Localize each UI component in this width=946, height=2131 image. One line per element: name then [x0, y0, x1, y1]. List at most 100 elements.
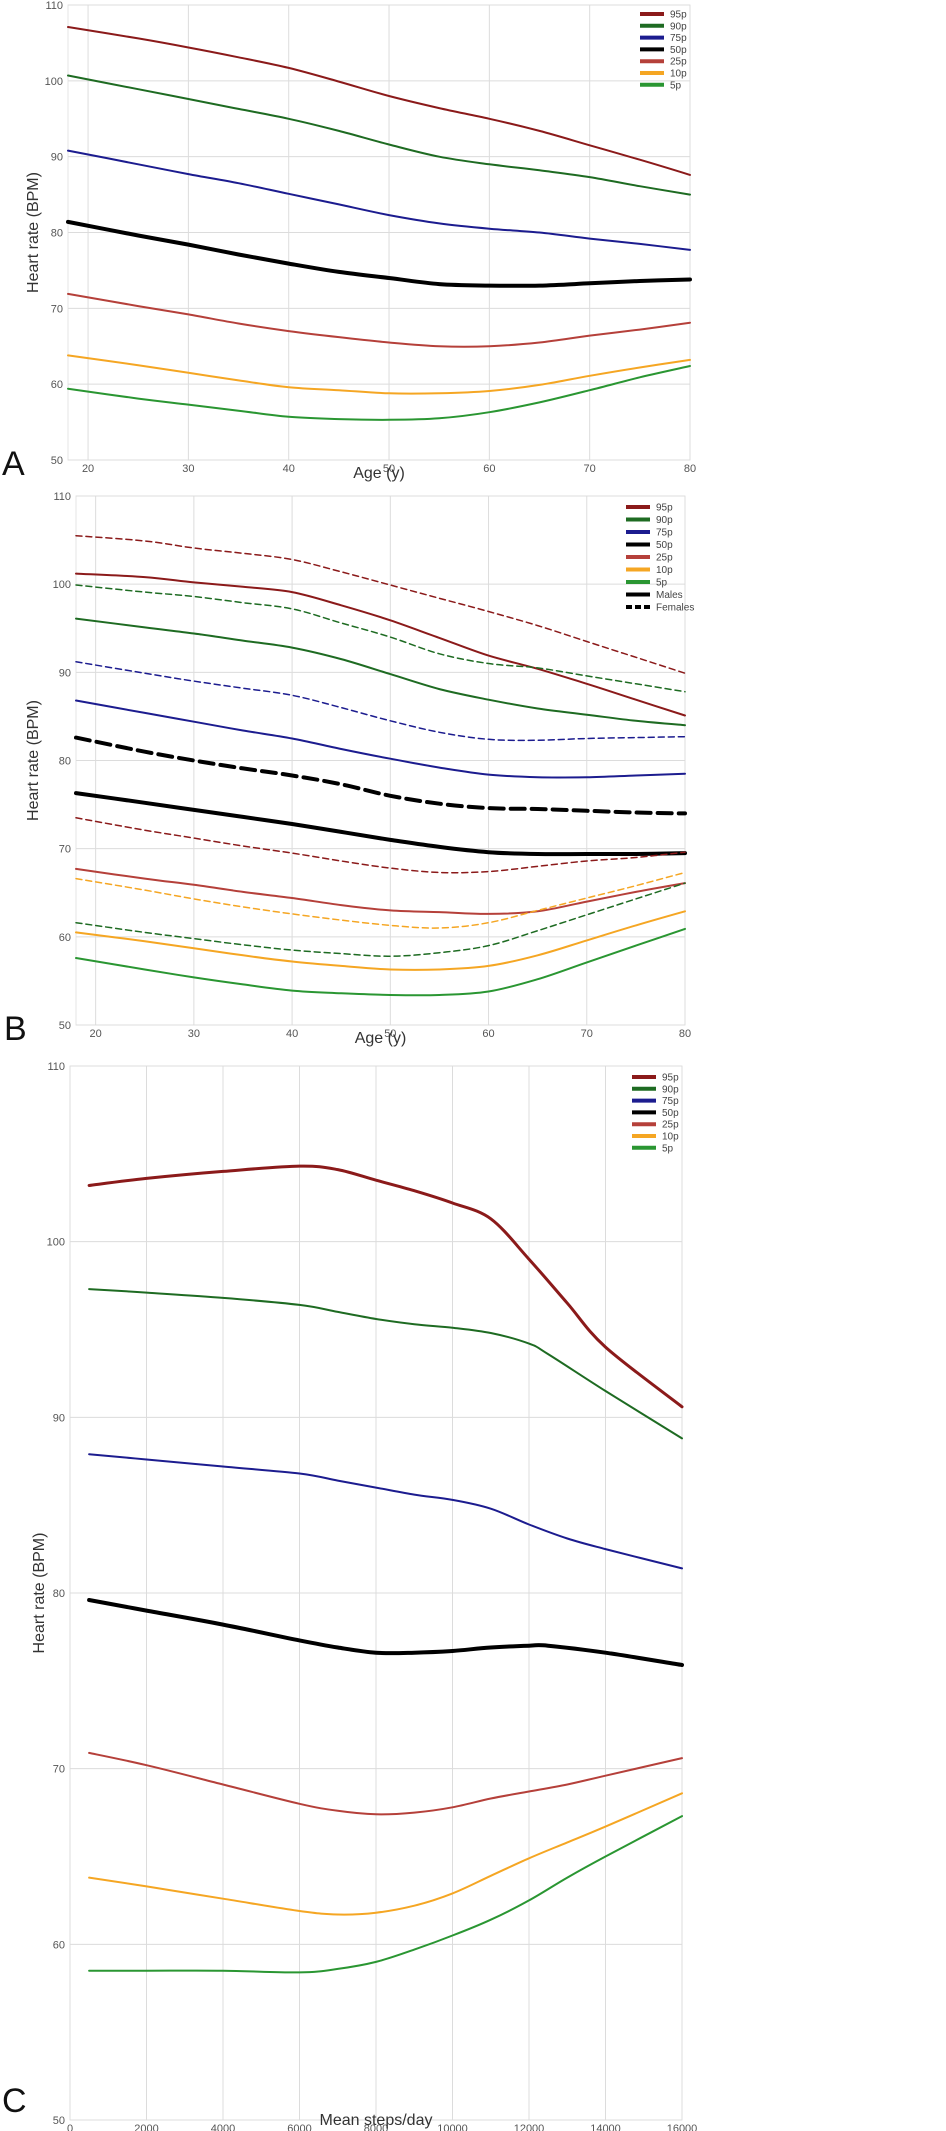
x-tick-label: 50	[383, 463, 395, 475]
x-tick-label: 60	[483, 463, 495, 475]
y-tick-label: 100	[47, 1237, 65, 1249]
panel-letter: C	[2, 2082, 27, 2120]
legend-label: 10p	[670, 69, 687, 80]
legend-label: 90p	[662, 1084, 679, 1095]
x-tick-label: 70	[584, 463, 596, 475]
panel-letter: B	[4, 1010, 27, 1048]
x-axis-label: Age (y)	[353, 465, 405, 482]
x-tick-label: 20	[90, 1028, 102, 1040]
series-line-95p-females	[75, 534, 686, 674]
series-line-95p	[67, 26, 691, 176]
x-tick-label: 16000	[667, 2123, 698, 2131]
x-tick-label: 80	[679, 1028, 691, 1040]
legend-label: 5p	[656, 578, 668, 589]
x-axis-label: Age (y)	[355, 1030, 407, 1047]
series-line-90p	[67, 74, 691, 196]
legend-label: 50p	[670, 45, 687, 56]
legend-label: 75p	[662, 1096, 679, 1107]
series-line-75p	[67, 149, 691, 251]
x-tick-label: 30	[188, 1028, 200, 1040]
series-line-5p-males	[75, 927, 686, 997]
panel-a: 20 30 40 50 60 70 80 50 60 70 80 90 100 110 Age (y) Hea…	[2, 0, 696, 483]
y-tick-label: 50	[59, 1020, 71, 1032]
legend-label: 75p	[656, 528, 673, 539]
x-tick-label: 40	[283, 463, 295, 475]
x-tick-label: 80	[684, 463, 696, 475]
legend-label: 10p	[662, 1132, 679, 1143]
series-line-10p-females	[75, 871, 686, 929]
x-tick-label: 70	[581, 1028, 593, 1040]
y-axis-label: Heart rate (BPM)	[25, 700, 42, 821]
y-tick-label: 100	[53, 579, 71, 591]
legend-label: 90p	[656, 515, 673, 526]
x-tick-label: 10000	[437, 2123, 468, 2131]
legend-label: Females	[656, 603, 694, 614]
x-tick-label: 2000	[134, 2123, 158, 2131]
legend-label: 25p	[670, 57, 687, 68]
series-line-25p-males	[75, 867, 686, 915]
series-line-95p	[87, 1164, 684, 1409]
legend-label: Males	[656, 590, 683, 601]
series-line-90p-females	[75, 584, 686, 693]
y-axis-label: Heart rate (BPM)	[31, 1533, 48, 1654]
panel-b: 20 30 40 50 60 70 80 50 60 70 80 90 100 110 Age (y) Hea…	[4, 491, 694, 1048]
y-tick-label: 90	[53, 1412, 65, 1424]
series-line-5p	[67, 365, 691, 421]
legend-label: 95p	[656, 503, 673, 514]
x-tick-label: 4000	[211, 2123, 235, 2131]
y-tick-label: 90	[51, 152, 63, 164]
x-tick-label: 30	[182, 463, 194, 475]
y-tick-label: 60	[51, 379, 63, 391]
legend-label: 95p	[662, 1073, 679, 1084]
y-tick-label: 60	[53, 1939, 65, 1951]
y-tick-label: 80	[51, 228, 63, 240]
y-tick-label: 80	[53, 1588, 65, 1600]
series-line-5p	[88, 1815, 683, 1974]
series-line-25p	[67, 292, 691, 348]
series-line-25p-females	[75, 817, 686, 874]
y-tick-label: 50	[53, 2115, 65, 2127]
x-tick-label: 0	[67, 2123, 73, 2131]
series-line-10p	[67, 354, 691, 395]
y-tick-label: 110	[53, 491, 71, 503]
x-tick-label: 40	[286, 1028, 298, 1040]
legend-label: 75p	[670, 33, 687, 44]
y-tick-label: 70	[51, 303, 63, 315]
series-line-95p-males	[75, 572, 686, 717]
x-tick-label: 12000	[514, 2123, 545, 2131]
y-tick-label: 90	[59, 667, 71, 679]
y-tick-label: 110	[47, 1061, 65, 1073]
series-line-50p	[87, 1598, 684, 1667]
legend-label: 5p	[670, 80, 682, 91]
series-line-50p	[66, 219, 692, 288]
y-tick-label: 110	[45, 0, 63, 12]
x-tick-label: 14000	[590, 2123, 621, 2131]
legend-label: 90p	[670, 21, 687, 32]
x-axis-label: Mean steps/day	[320, 2112, 433, 2129]
series-line-10p-males	[75, 910, 686, 971]
x-tick-label: 20	[82, 463, 94, 475]
legend-label: 10p	[656, 565, 673, 576]
series-line-50p-males	[74, 791, 687, 857]
legend-label: 50p	[662, 1108, 679, 1119]
series-line-75p	[88, 1453, 683, 1570]
series-line-25p	[88, 1751, 683, 1816]
y-axis-label: Heart rate (BPM)	[25, 172, 42, 293]
x-tick-label: 6000	[287, 2123, 311, 2131]
y-tick-label: 70	[53, 1764, 65, 1776]
y-tick-label: 60	[59, 932, 71, 944]
y-tick-label: 80	[59, 756, 71, 768]
legend-label: 50p	[656, 540, 673, 551]
legend-label: 25p	[656, 553, 673, 564]
x-tick-label: 60	[482, 1028, 494, 1040]
panel-letter: A	[2, 445, 25, 483]
series-line-75p-males	[75, 699, 686, 779]
series-line-90p	[88, 1288, 683, 1440]
legend-label: 5p	[662, 1143, 674, 1154]
legend-label: 25p	[662, 1120, 679, 1131]
x-tick-label: 8000	[364, 2123, 388, 2131]
